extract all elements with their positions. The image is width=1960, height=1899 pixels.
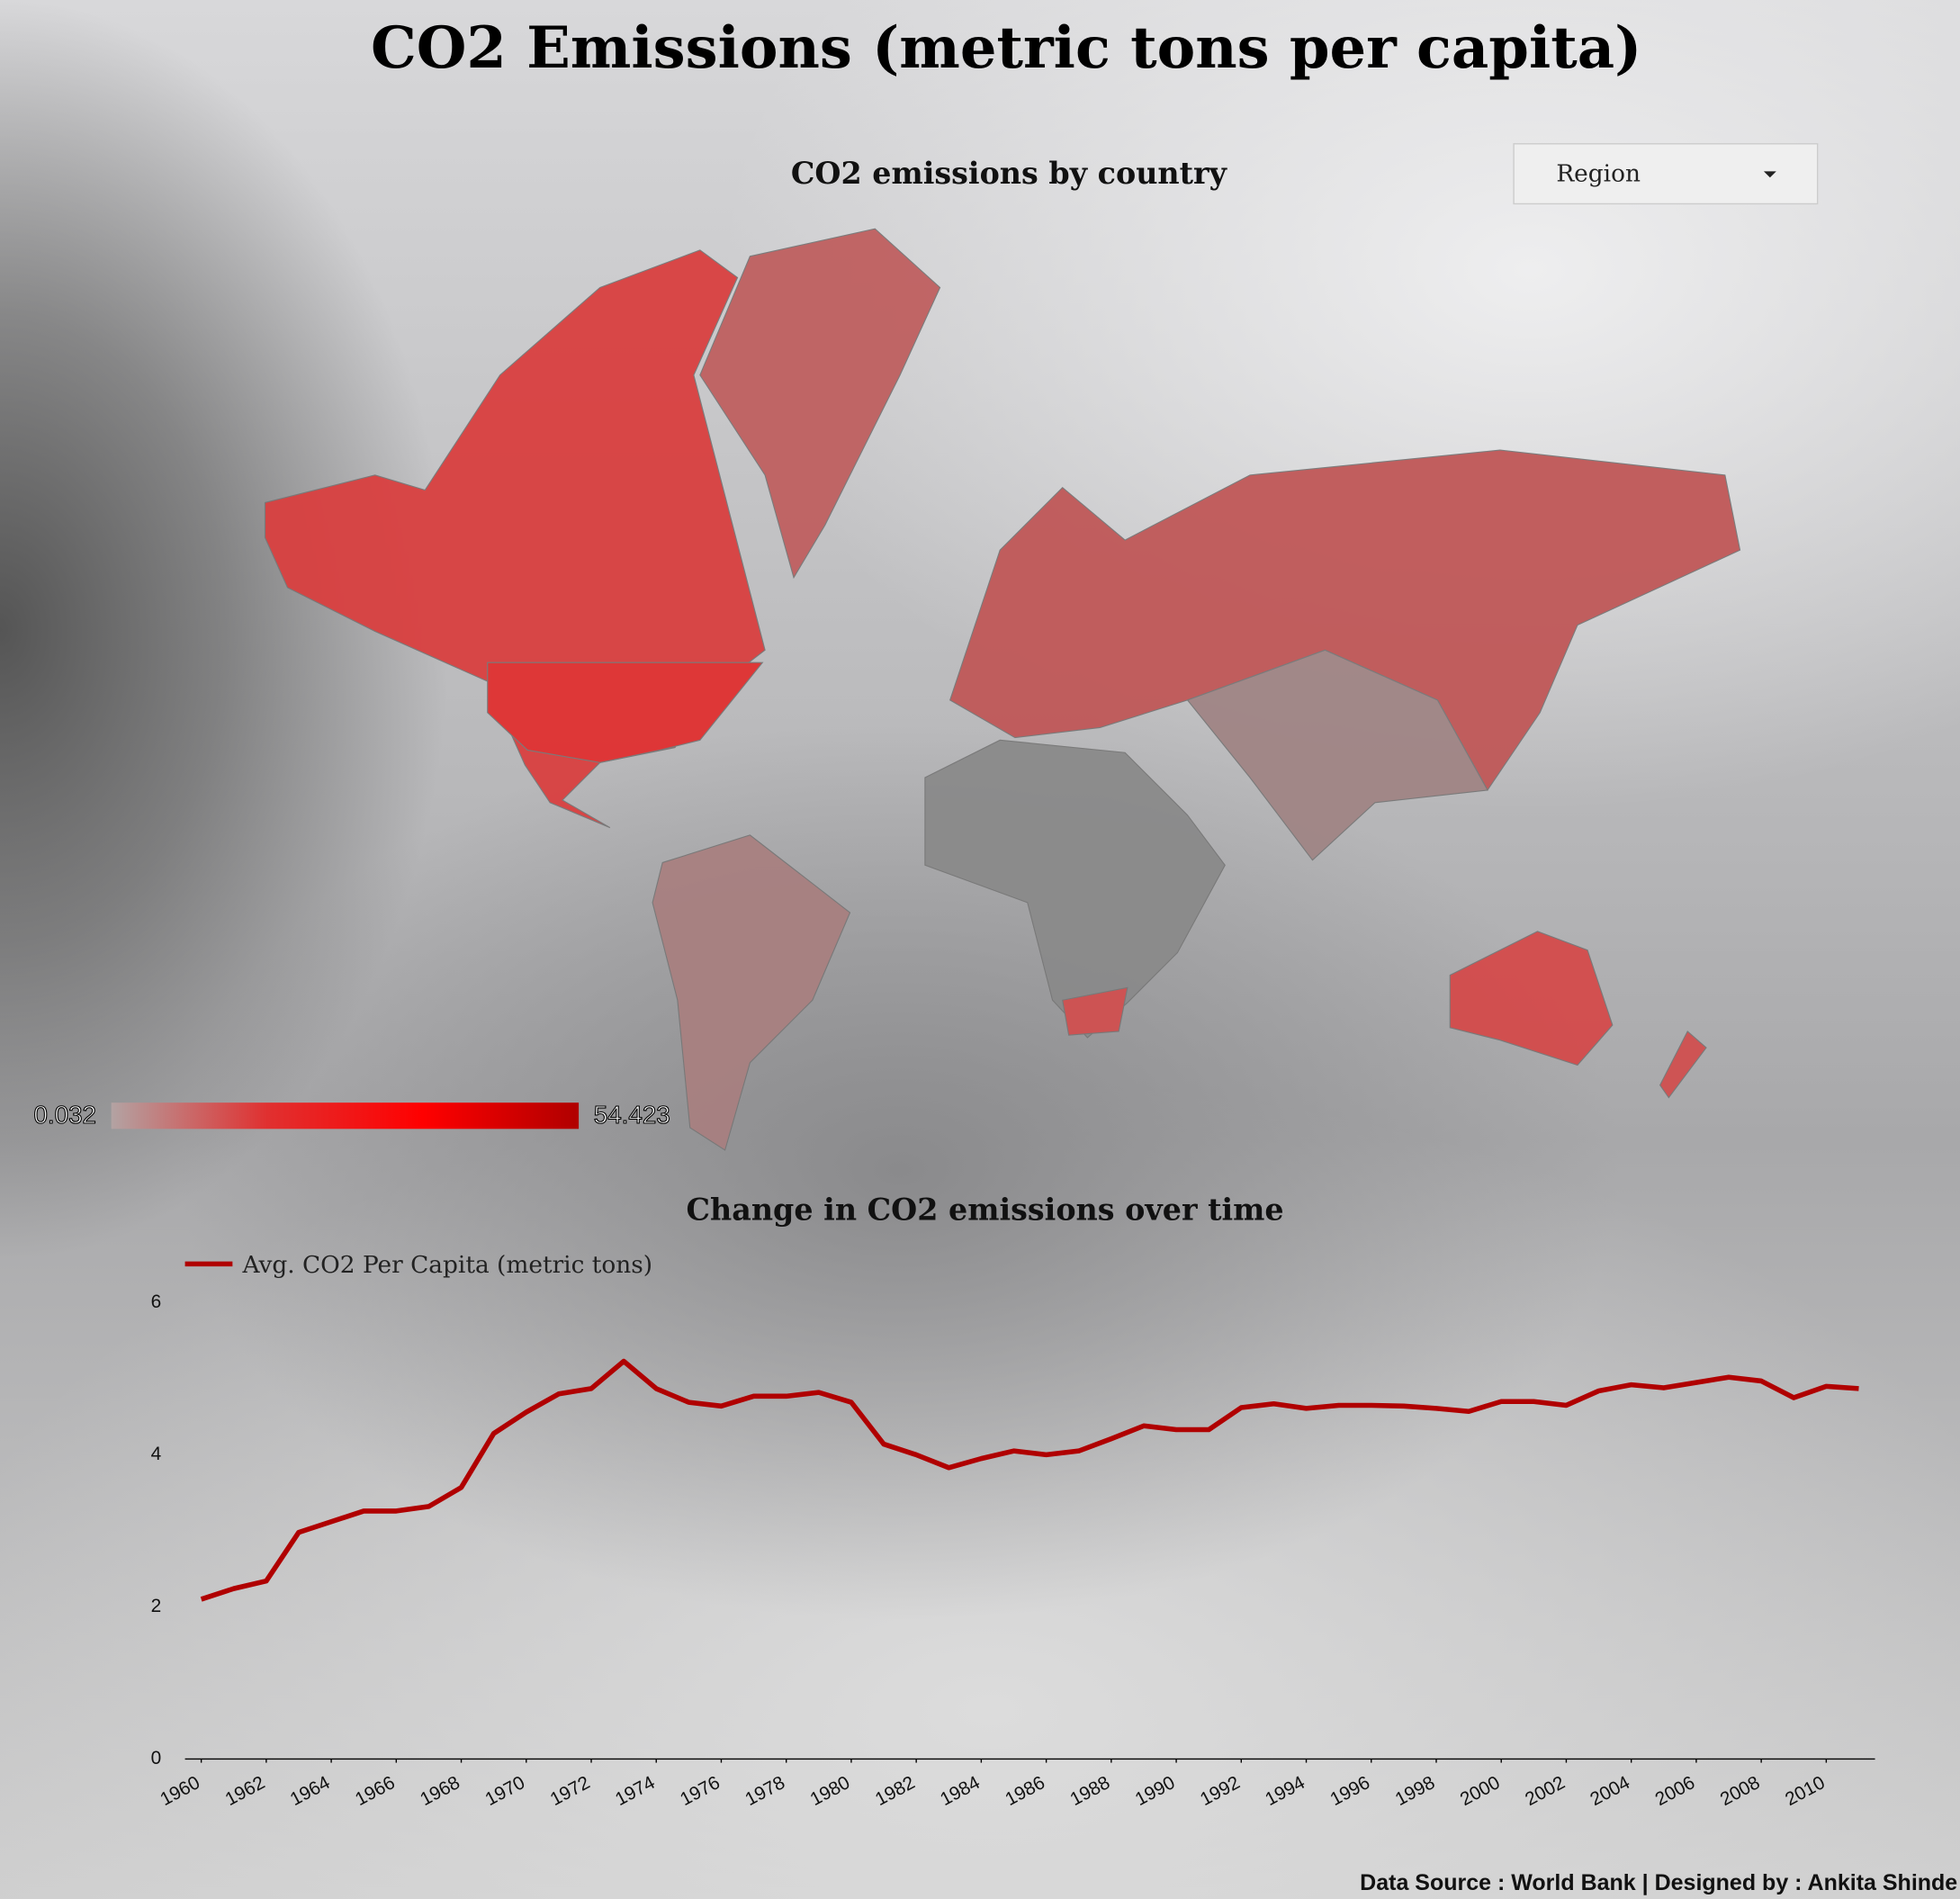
x-tick-label: 1980 [807,1772,854,1810]
x-tick-label: 1990 [1132,1772,1179,1810]
x-tick-label: 1976 [677,1772,724,1810]
footer: Data Source : World Bank | Designed by :… [1360,1870,1957,1895]
scale-max-label: 54.423 [594,1101,670,1129]
x-tick-label: 1998 [1392,1772,1439,1810]
dropdown-label[interactable]: Region [1556,160,1641,187]
y-tick-label: 0 [151,1748,162,1768]
asia [1186,649,1488,861]
australia [1449,931,1614,1066]
series-line [200,1358,1859,1602]
x-tick-label: 1996 [1326,1772,1373,1810]
united-states [487,662,764,763]
scale-min-label: 0.032 [33,1101,95,1129]
x-tick-label: 1970 [481,1772,528,1810]
map-title: CO2 emissions by country [791,156,1228,191]
x-tick-label: 1988 [1066,1772,1113,1810]
africa [924,739,1226,1039]
x-tick-label: 1968 [417,1772,463,1810]
world-map [264,228,1741,1151]
south-america [652,834,851,1151]
x-tick-label: 1960 [157,1772,203,1810]
y-tick-label: 6 [151,1292,162,1312]
x-tick-label: 1984 [937,1772,984,1810]
eurasia [949,449,1741,791]
x-tick-label: 2000 [1457,1772,1504,1810]
y-tick-label: 2 [151,1596,162,1616]
x-tick-label: 1994 [1262,1772,1308,1810]
x-tick-label: 2010 [1782,1772,1829,1810]
x-tick-label: 1992 [1197,1772,1244,1810]
x-tick-label: 2006 [1652,1772,1699,1810]
new-zealand [1659,1030,1707,1099]
region-dropdown[interactable]: Region [1513,143,1819,205]
x-tick-label: 1962 [221,1772,268,1810]
greenland [699,228,941,580]
x-tick-label: 1974 [612,1772,659,1810]
x-tick-label: 1978 [742,1772,788,1810]
x-tick-label: 1972 [547,1772,594,1810]
legend-label: Avg. CO2 Per Capita (metric tons) [241,1252,652,1279]
color-scale [111,1102,580,1130]
page-title: CO2 Emissions (metric tons per capita) [371,14,1641,82]
y-tick-label: 4 [151,1444,162,1464]
x-tick-label: 1982 [872,1772,919,1810]
line-chart-title: Change in CO2 emissions over time [686,1192,1283,1228]
south-africa [1062,986,1128,1036]
x-tick-label: 2004 [1587,1772,1633,1810]
x-tick-label: 1966 [352,1772,399,1810]
x-tick-label: 2002 [1522,1772,1569,1810]
dropdown-caret[interactable] [1763,171,1776,178]
x-tick-label: 2008 [1717,1772,1764,1810]
x-tick-label: 1986 [1002,1772,1048,1810]
x-tick-label: 1964 [287,1772,334,1810]
